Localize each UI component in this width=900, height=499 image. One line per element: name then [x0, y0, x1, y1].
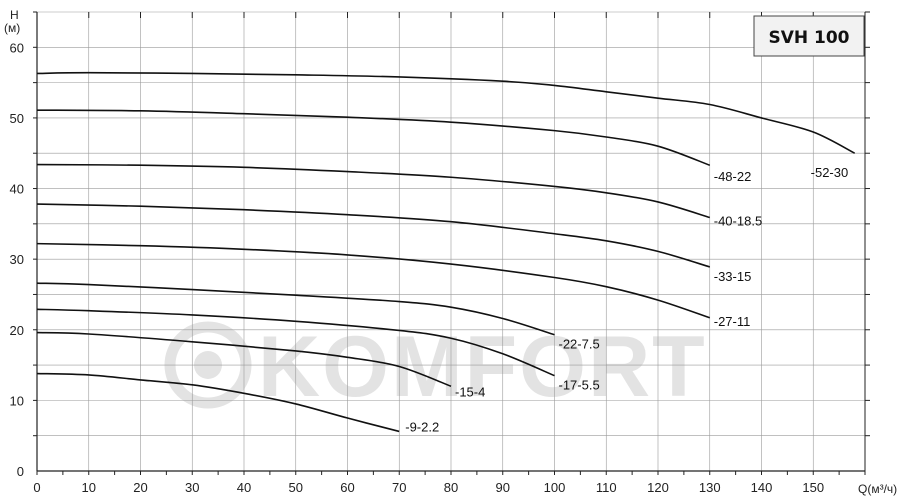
x-tick-label: 60	[340, 480, 354, 495]
x-tick-label: 140	[751, 480, 773, 495]
komfort-watermark: KOMFORT	[164, 319, 707, 415]
y-tick-label: 40	[10, 182, 24, 197]
x-tick-label: 10	[82, 480, 96, 495]
x-axis-title: Q(м³/ч)	[858, 482, 897, 496]
y-tick-label: 0	[17, 464, 24, 479]
pump-curve-15-4	[36, 331, 452, 388]
curve-label-9-2.2: -9-2.2	[405, 419, 439, 434]
model-label: SVH 100	[768, 28, 849, 48]
x-tick-label: 90	[496, 480, 510, 495]
y-axis-unit: (м)	[4, 21, 20, 35]
pump-curve-48-22	[36, 109, 711, 166]
grid	[37, 11, 866, 471]
pump-curve-9-2.2	[36, 372, 400, 433]
y-tick-label: 60	[10, 40, 24, 55]
x-tick-label: 120	[647, 480, 669, 495]
curve-labels: -52-30 -48-22 -40-18.5 -33-15 -27-11 -22-7.5 -…	[405, 165, 848, 434]
x-tick-label: 70	[392, 480, 406, 495]
curve-label-40-18.5: -40-18.5	[714, 213, 762, 228]
curve-label-48-22: -48-22	[714, 169, 752, 184]
pump-curve-17-5.5	[36, 308, 555, 377]
y-tick-label: 50	[10, 111, 24, 126]
watermark-text: KOMFORT	[258, 319, 707, 415]
pump-curve-33-15	[36, 203, 710, 268]
y-axis-title: H	[10, 8, 19, 22]
x-tick-label: 30	[185, 480, 199, 495]
curve-label-22-7.5: -22-7.5	[559, 337, 600, 352]
pump-curve-22-7.5	[36, 282, 555, 336]
x-tick-label: 0	[33, 480, 40, 495]
x-tick-label: 130	[699, 480, 721, 495]
axes	[36, 12, 866, 472]
pump-curve-40-18.5	[36, 163, 710, 219]
axis-ticks: 0 10 20 30 40 50 60 70 80 90 100 110 120 130 140 150 0 10…	[10, 11, 870, 495]
x-tick-label: 150	[802, 480, 824, 495]
y-tick-label: 10	[10, 393, 24, 408]
x-tick-label: 110	[596, 480, 617, 495]
curve-label-17-5.5: -17-5.5	[559, 378, 600, 393]
curve-label-52-30: -52-30	[811, 165, 849, 180]
curve-label-33-15: -33-15	[714, 269, 752, 284]
pump-curve-52-30	[36, 71, 856, 154]
y-tick-label: 30	[10, 252, 24, 267]
x-tick-label: 20	[133, 480, 147, 495]
curve-label-27-11: -27-11	[714, 314, 751, 329]
pump-curve-27-11	[36, 242, 711, 319]
x-tick-label: 40	[237, 480, 251, 495]
x-tick-label: 80	[444, 480, 458, 495]
y-tick-label: 20	[10, 323, 24, 338]
curve-label-15-4: -15-4	[455, 384, 485, 399]
pump-curves	[36, 71, 856, 433]
model-label-box	[753, 15, 865, 57]
x-tick-label: 100	[544, 480, 566, 495]
x-tick-label: 50	[289, 480, 303, 495]
